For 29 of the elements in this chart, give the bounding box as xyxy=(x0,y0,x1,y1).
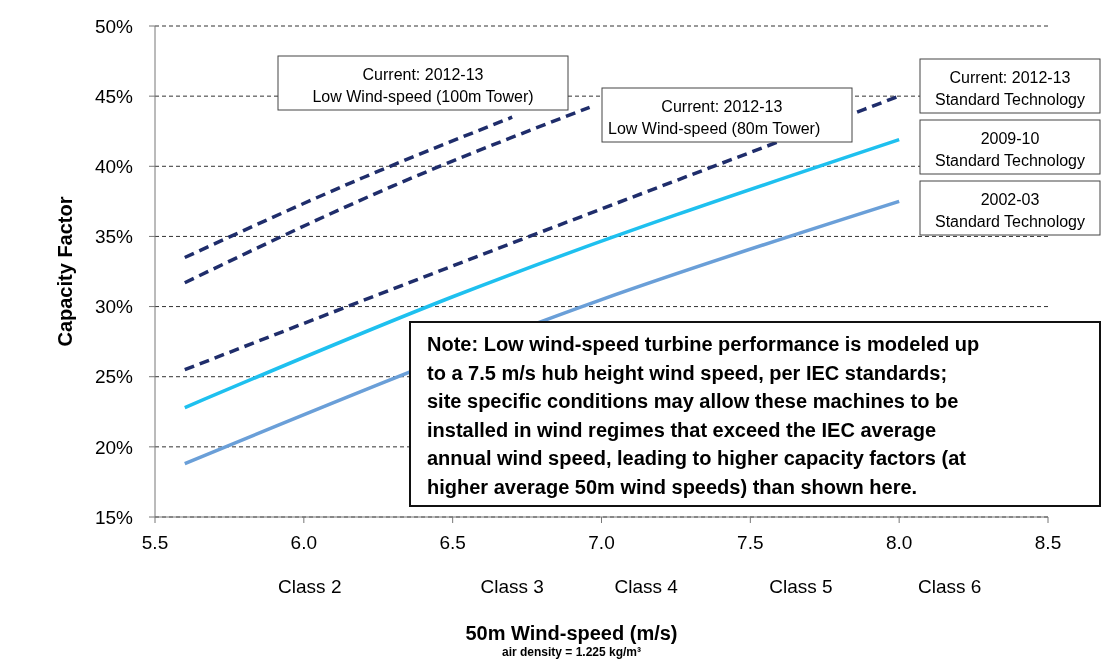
y-tick-label: 35% xyxy=(94,226,134,248)
y-tick-label: 25% xyxy=(94,366,134,388)
text: Class 5 xyxy=(769,576,833,597)
x-tick-label: 7.5 xyxy=(737,532,764,553)
series-label: Current: 2012-13 Low Wind-speed (80m Tower) xyxy=(608,98,821,137)
x-axis-title: 50m Wind-speed (m/s) xyxy=(465,622,678,644)
series-label: Current: 2012-13 Low Wind-speed (100m Tower) xyxy=(312,66,534,105)
x-tick-label: 6.0 xyxy=(290,532,318,553)
annotation: Note: Low wind-speed turbine performance is modeled up to a 7.5 m/s hub height wind speed, per IEC standards; site specific conditions may allow these machines to be installed in wind regimes that exceed the IEC average annual wind speed, leading to higher capacity factors (at higher average 50m wind speeds) than shown here. xyxy=(427,333,980,498)
x-tick-label: 8.0 xyxy=(885,532,913,553)
y-tick-label: 40% xyxy=(94,155,134,177)
y-tick-label: 30% xyxy=(94,296,134,318)
text: Class 4 xyxy=(614,576,679,597)
text: Current: 2012-13 Standard Technology xyxy=(934,69,1086,108)
y-tick-label: 45% xyxy=(94,85,134,107)
y-tick-label: 20% xyxy=(94,436,134,458)
text: 2009-10 Standard Technology xyxy=(934,130,1086,169)
x-tick-label: 8.5 xyxy=(1034,532,1062,553)
y-axis-title: Capacity Factor xyxy=(54,196,76,347)
text: Class 6 xyxy=(918,576,982,597)
text: Class 2 xyxy=(278,576,342,597)
y-tick-label: 50% xyxy=(94,15,134,37)
text: 2002-03 Standard Technology xyxy=(934,191,1086,230)
x-tick-label: 7.0 xyxy=(588,532,615,553)
text: Class 3 xyxy=(480,576,544,597)
y-tick-label: 15% xyxy=(94,506,134,528)
x-tick-label: 5.5 xyxy=(141,532,169,553)
text: air density = 1.225 kg/m³ xyxy=(501,645,642,659)
x-tick-label: 6.5 xyxy=(439,532,466,553)
